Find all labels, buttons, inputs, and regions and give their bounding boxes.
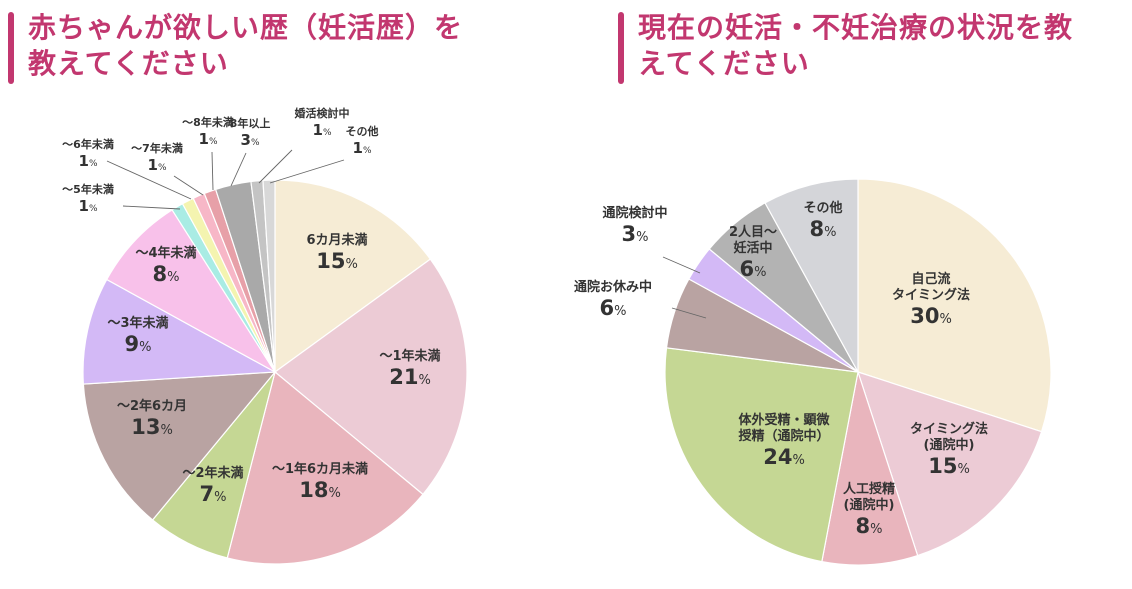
slice-label: タイミング法: [910, 421, 988, 437]
pie-slice: [821, 371, 919, 566]
slice-value: 1%: [199, 130, 218, 148]
slice-label: 〜7年未満: [131, 141, 183, 155]
pie-slice: [226, 370, 424, 565]
pie-slice: [274, 179, 432, 374]
slice-label: 〜8年未満: [182, 115, 234, 129]
slice-label: 〜2年6カ月: [117, 398, 187, 414]
slice-value: 8%: [153, 262, 180, 286]
slice-label: 〜1年未満: [379, 348, 440, 364]
slice-value: 24%: [763, 445, 805, 469]
slice-label: 通院検討中: [602, 205, 667, 221]
pie-slice: [764, 178, 859, 373]
leader-line: [269, 159, 345, 184]
slice-value: 3%: [241, 131, 260, 149]
right-title-accent-bar: [618, 12, 624, 84]
leader-line: [211, 151, 214, 191]
slice-label: 授精（通院中）: [738, 428, 829, 444]
pie-slice: [274, 258, 468, 496]
leader-line: [662, 256, 701, 274]
pie-labels: 自己流タイミング法30%タイミング法(通院中)15%人工授精(通院中)8%体外受…: [574, 200, 988, 538]
slice-value: 7%: [200, 482, 227, 506]
slice-value: 13%: [131, 415, 173, 439]
slice-label: 〜3年未満: [107, 315, 168, 331]
slice-value: 1%: [148, 156, 167, 174]
leader-line: [230, 152, 247, 187]
slice-label: (通院中): [924, 437, 975, 453]
slice-value: 18%: [299, 478, 341, 502]
slice-label: 婚活検討中: [295, 106, 350, 120]
left-title-accent-bar: [8, 12, 14, 84]
slice-value: 1%: [79, 152, 98, 170]
left-title-line2: 教えてください: [28, 47, 229, 80]
right-title-line2: えてください: [638, 47, 810, 80]
slice-value: 3%: [622, 222, 649, 246]
left-title-line1: 赤ちゃんが欲しい歴（妊活歴）を: [28, 11, 464, 44]
pie-slice: [82, 371, 277, 521]
slice-label: 〜6年未満: [62, 137, 114, 151]
slice-value: 1%: [313, 121, 332, 139]
slice-label: 〜4年未満: [135, 245, 196, 261]
pie-slice: [857, 371, 1043, 557]
slice-value: 1%: [79, 197, 98, 215]
slice-label: 通院お休み中: [574, 279, 652, 295]
slice-value: 9%: [125, 332, 152, 356]
leader-line: [106, 160, 192, 200]
slice-label: 体外受精・顕微: [738, 412, 830, 428]
slice-label: 人工授精: [843, 481, 895, 497]
left-title: 赤ちゃんが欲しい歴（妊活歴）を 教えてください: [8, 10, 548, 86]
slice-value: 21%: [389, 365, 431, 389]
slice-label: 自己流: [911, 271, 950, 287]
slice-value: 6%: [600, 296, 627, 320]
slice-label: 〜2年未満: [182, 465, 243, 481]
slice-label: 妊活中: [733, 240, 772, 256]
pie-slice: [105, 209, 276, 373]
leader-line: [122, 205, 181, 210]
slice-label: 〜1年6カ月未満: [272, 461, 368, 477]
slice-label: 6カ月未満: [306, 232, 367, 248]
pie-slice: [664, 347, 859, 563]
pie-chart-treatment-status: 自己流タイミング法30%タイミング法(通院中)15%人工授精(通院中)8%体外受…: [574, 178, 1052, 566]
pie-slices: [664, 178, 1052, 566]
slice-label: 8年以上: [230, 116, 271, 130]
slice-label: その他: [803, 200, 842, 216]
slice-value: 8%: [810, 217, 837, 241]
slice-label: その他: [346, 124, 379, 138]
pie-slice: [82, 278, 278, 385]
slice-value: 1%: [353, 139, 372, 157]
right-title-text: 現在の妊活・不妊治療の状況を教 えてください: [638, 10, 1073, 82]
slice-label: 〜5年未満: [62, 182, 114, 196]
slice-value: 30%: [910, 304, 952, 328]
slice-value: 6%: [740, 257, 767, 281]
leader-line: [173, 175, 204, 196]
leader-line: [671, 307, 707, 319]
slice-label: タイミング法: [892, 287, 970, 303]
pie-slice: [857, 178, 1052, 433]
slice-value: 8%: [856, 514, 883, 538]
pie-slices: [82, 179, 468, 565]
right-title-line1: 現在の妊活・不妊治療の状況を教: [638, 11, 1074, 44]
left-title-text: 赤ちゃんが欲しい歴（妊活歴）を 教えてください: [28, 10, 463, 82]
slice-label: (通院中): [844, 497, 895, 513]
slice-value: 15%: [928, 454, 970, 478]
slice-label: 2人目〜: [729, 224, 777, 240]
slice-value: 15%: [316, 249, 358, 273]
leader-line: [258, 149, 293, 184]
pie-slice: [262, 179, 276, 373]
right-title: 現在の妊活・不妊治療の状況を教 えてください: [618, 10, 1128, 86]
